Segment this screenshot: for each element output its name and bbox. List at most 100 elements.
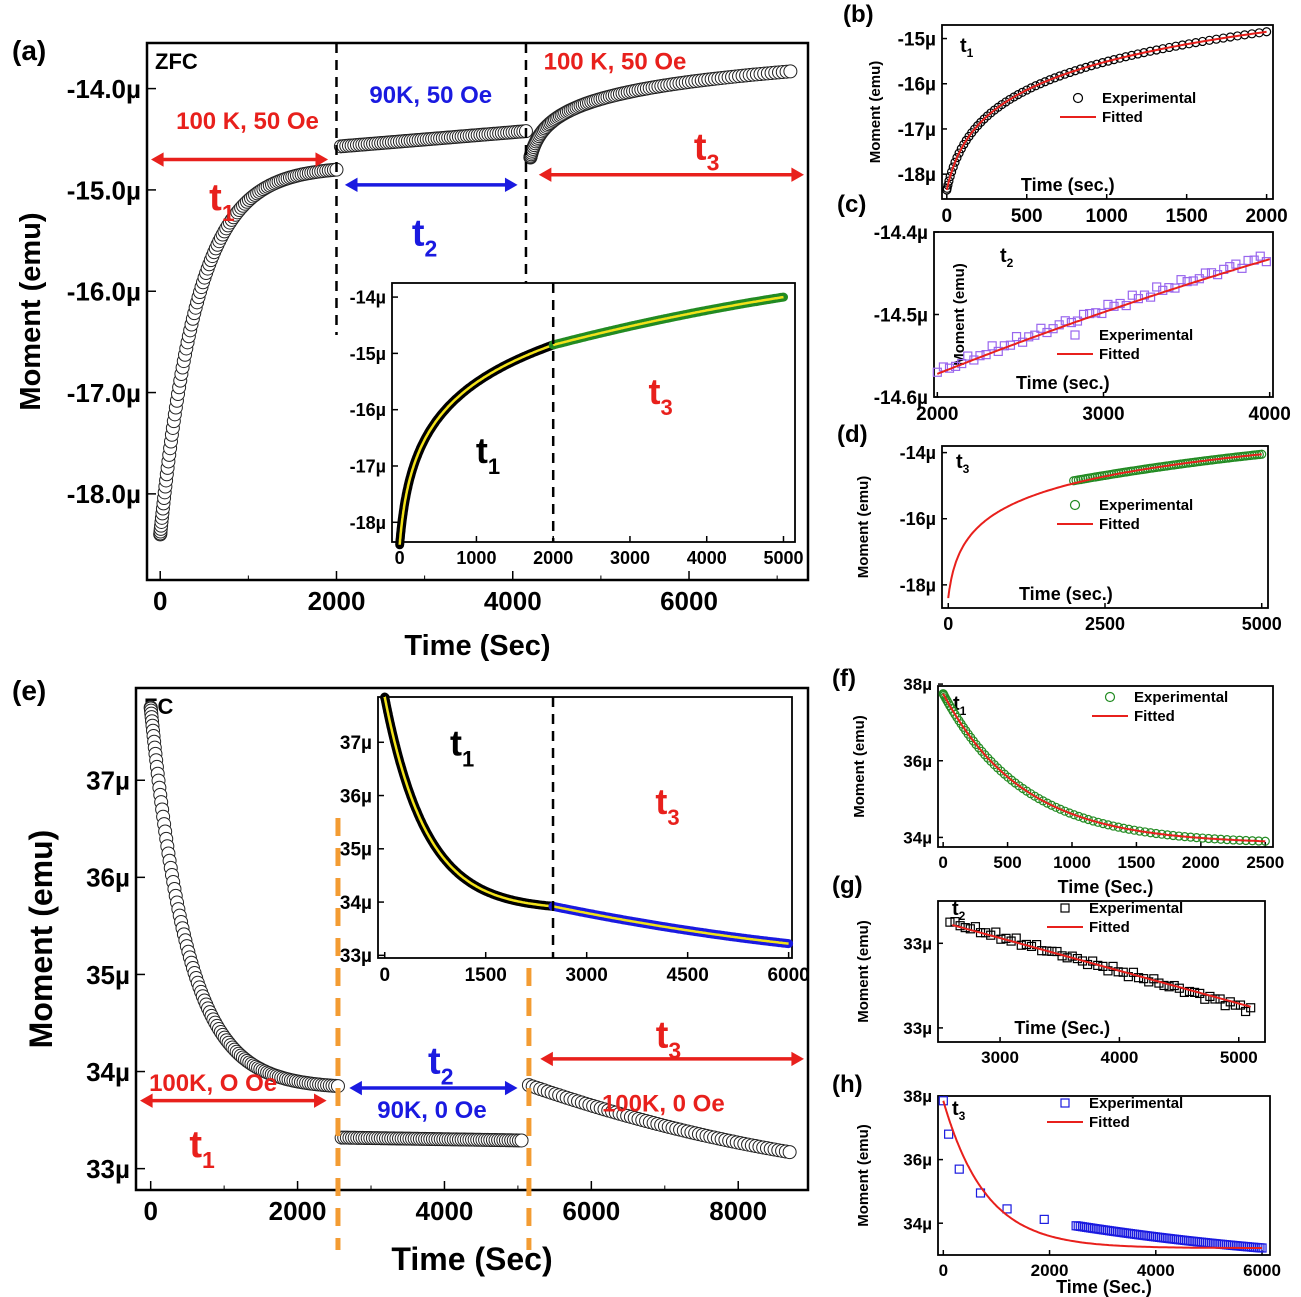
arrow-head-right [315,152,329,167]
data-series [143,700,797,1160]
inset-time-label: t3 [655,781,679,830]
data-point [938,1096,948,1106]
experimental-series [1069,449,1267,486]
panel-b: (b) 0 500 1000 1500 2000 -18µ -17µ -16µ -15µ Time … [843,1,1288,227]
x-tick-label: 2000 [269,1196,327,1226]
region-time-label: t2 [428,1040,453,1089]
data-point [1065,67,1075,78]
experimental-series [938,689,1270,846]
region-condition-label: 100K, 0 Oe [602,1090,725,1117]
tag-subscript: 3 [963,462,970,476]
data-point [986,756,996,767]
data-point [1075,64,1086,74]
data-point [1060,806,1070,816]
tag-base: t [953,693,960,715]
panel-label: (h) [832,1071,863,1098]
y-tick-label: -17.0µ [67,378,141,408]
data-point [1055,71,1065,81]
data-point [1243,255,1253,266]
y-tick-label: -14µ [350,288,386,308]
data-point [1011,331,1022,342]
arrow-head-right [314,1093,327,1108]
data-point [1164,283,1174,293]
inset-time-label-subscript: 3 [661,395,673,420]
region-time-label-base: t [694,127,707,169]
legend-label-experimental: Experimental [1134,689,1228,706]
panel-time-tag: t2 [1000,245,1014,270]
x-tick-label: 4000 [1137,1261,1175,1280]
plot-frame [937,900,1266,1043]
data-point [1176,275,1186,285]
x-tick-label: 0 [943,614,953,634]
fit-curve [945,30,1267,191]
data-point [1081,62,1091,72]
data-point [1230,1000,1240,1010]
legend: Experimental Fitted [1092,689,1228,725]
legend-marker-experimental [1104,691,1116,703]
data-point [1083,814,1093,825]
y-tick-label: 38µ [903,675,932,694]
inset-fit-curve [383,696,554,908]
x-tick-label: 6000 [562,1196,620,1226]
tag-subscript: 1 [967,46,974,60]
y-tick-label: -16.0µ [67,277,141,307]
fit-curve [952,924,1252,1008]
x-tick-label: 5000 [1242,614,1282,634]
region-time-label-base: t [209,177,222,219]
y-tick-label: 33µ [903,1019,932,1038]
data-point [1060,69,1070,79]
legend: Experimental Fitted [1057,497,1193,533]
data-point [1064,808,1075,818]
inset-fit-curve [552,295,784,347]
panel-label: (b) [843,1,874,28]
region-time-label-subscript: 2 [441,1063,454,1089]
data-point [948,162,958,172]
x-axis-title: Time (Sec.) [1056,1277,1152,1297]
arrow-head-left [151,152,164,167]
arrow-head-left [538,167,552,182]
legend-label-fitted: Fitted [1099,346,1140,363]
inset-time-label-subscript: 1 [488,454,500,479]
x-axis-title: Time (Sec) [391,1241,552,1277]
data-point [951,361,961,371]
panel-label: (e) [12,675,46,706]
data-point [983,753,993,763]
plot-frame [391,282,796,543]
data-point [1072,316,1083,326]
x-tick-label: 8000 [709,1196,767,1226]
data-point [1022,85,1032,95]
y-tick-label: 34µ [903,829,932,848]
inset-fit-curve [398,343,554,545]
y-axis-title: Moment (emu) [855,920,872,1023]
y-axis-title: Moment (emu) [15,212,47,410]
arrow-head-right [791,1051,804,1067]
fit-curve [942,1100,1262,1249]
legend-label-experimental: Experimental [1089,1095,1183,1112]
y-axis-title: Moment (emu) [855,1124,872,1227]
x-tick-label: 1000 [1086,206,1128,227]
data-series [153,64,798,542]
arrow-head-left [344,177,358,193]
y-axis-title: Moment (emu) [855,476,872,579]
panel-a: (a) 0 2000 4000 6000 -18.0µ -17.0µ -16.0µ -15.0µ… [12,35,810,662]
data-point [942,696,952,706]
corner-label: ZFC [155,49,198,74]
data-point [1200,268,1211,278]
legend-label-fitted: Fitted [1099,516,1140,533]
plot-frame [937,685,1274,848]
inset-plot: 0 1000 2000 3000 4000 5000 -18µ -17µ -16µ -15µ -14… [350,282,804,568]
x-axis-title: Time (Sec.) [1014,1018,1110,1038]
data-point [1050,73,1060,83]
x-tick-label: 0 [939,1261,948,1280]
legend-label-fitted: Fitted [1089,1114,1130,1131]
x-tick-label: 6000 [660,586,718,616]
x-tick-label: 4000 [416,1196,474,1226]
data-point [1006,936,1016,946]
data-point [514,1133,529,1148]
data-point [1051,802,1061,812]
x-tick-label: 1500 [465,965,507,986]
tag-subscript: 1 [960,704,967,718]
panel-time-tag: t2 [952,898,966,923]
data-point [945,171,955,182]
